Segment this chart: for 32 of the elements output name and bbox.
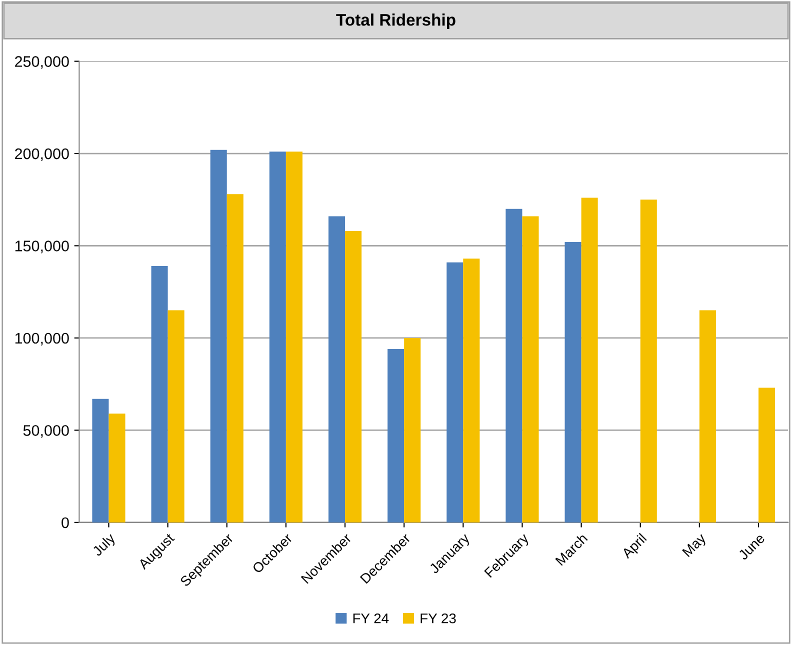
bar [758,388,776,522]
y-tick-label: 200,000 [15,148,69,161]
bar [345,230,362,522]
x-tick-label: May [682,532,709,560]
bar [446,262,464,522]
bar [269,152,286,522]
chart-title: Total Ridership [336,14,456,30]
legend-label: FY 23 [420,613,456,624]
bar [463,258,480,522]
bar [506,208,522,522]
bar [108,414,126,522]
bar [226,194,244,522]
bar [404,338,421,522]
x-tick-label: July [91,532,118,559]
bar [581,198,598,522]
y-tick-label: 250,000 [15,56,69,69]
bar [522,216,539,522]
y-tick-label: 100,000 [15,332,69,346]
bar [168,310,184,522]
bar [210,150,227,522]
bar [92,398,109,522]
bar [388,349,404,522]
y-tick-label: 0 [62,517,69,528]
bar [328,216,346,522]
legend-label: FY 24 [353,613,389,624]
bar [286,152,302,522]
bar [151,266,168,522]
y-tick-label: 150,000 [15,240,69,254]
bar [564,242,582,522]
bar [640,200,657,522]
y-tick-label: 50,000 [23,425,69,438]
bar [699,310,716,522]
